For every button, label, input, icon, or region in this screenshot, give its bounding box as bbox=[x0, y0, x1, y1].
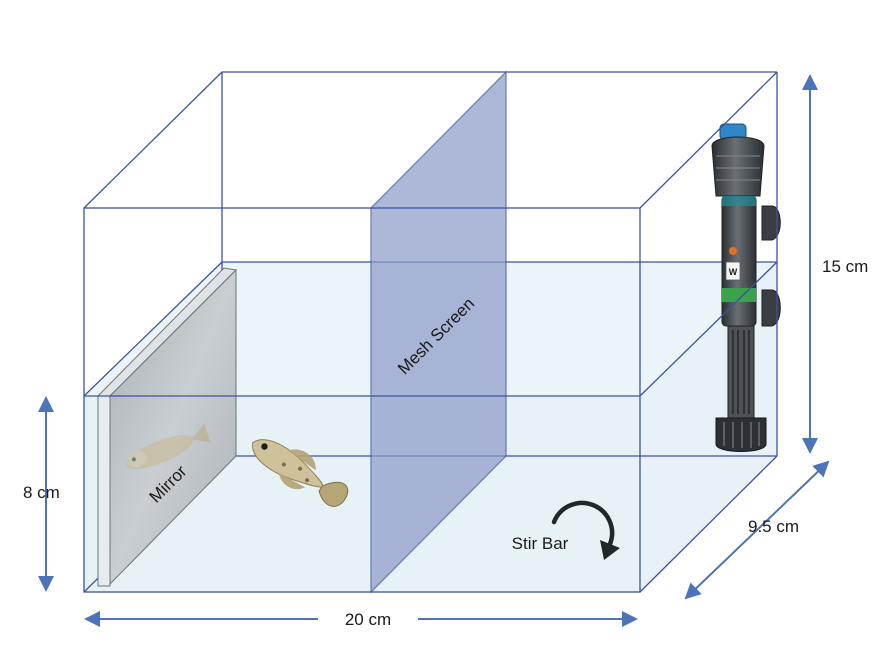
depth-arrow bbox=[684, 460, 830, 600]
fish-reflection bbox=[126, 423, 211, 469]
aquarium-heater: W bbox=[711, 123, 781, 452]
fish bbox=[252, 439, 349, 507]
water-height-label: 8 cm bbox=[23, 483, 60, 502]
height-label: 15 cm bbox=[822, 257, 868, 276]
stir-bar-label: Stir Bar bbox=[512, 534, 569, 553]
width-label: 20 cm bbox=[345, 610, 391, 629]
stir-bar-rotation-icon bbox=[551, 500, 620, 560]
dimension-arrows bbox=[38, 74, 830, 627]
mirror-panel bbox=[96, 267, 238, 587]
depth-label: 9.5 cm bbox=[748, 517, 799, 536]
heater-badge: W bbox=[729, 267, 738, 277]
mesh-screen bbox=[370, 70, 507, 594]
